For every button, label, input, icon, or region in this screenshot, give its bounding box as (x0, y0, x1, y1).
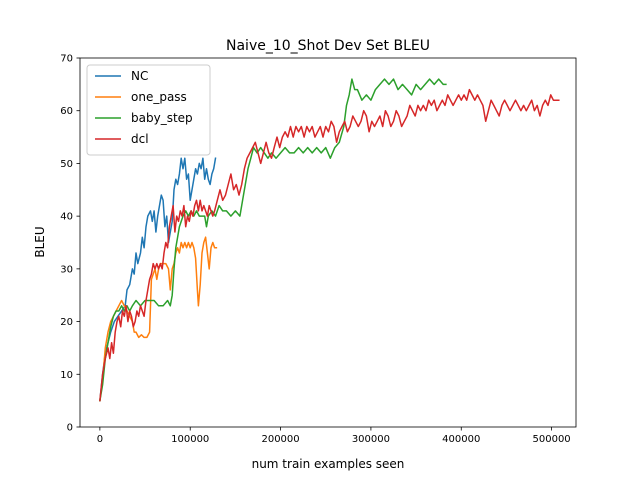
y-tick-label: 20 (60, 317, 73, 328)
y-tick-label: 50 (60, 159, 73, 170)
x-axis: 0 100000 200000 300000 400000 500000 (97, 427, 571, 445)
y-axis-label: BLEU (33, 226, 47, 257)
legend-label-dcl: dcl (131, 132, 149, 146)
x-tick-label: 300000 (352, 434, 390, 445)
chart-title: Naive_10_Shot Dev Set BLEU (226, 38, 430, 54)
y-tick-label: 70 (60, 54, 73, 65)
x-tick-label: 500000 (533, 434, 571, 445)
x-axis-label: num train examples seen (252, 457, 405, 471)
legend-label-baby-step: baby_step (131, 111, 193, 125)
y-axis: 0 10 20 30 40 50 60 70 (60, 54, 80, 434)
series-line-NC (99, 157, 217, 402)
legend-box (86, 64, 211, 156)
x-tick-label: 200000 (261, 434, 299, 445)
series-line-dcl (99, 88, 560, 402)
x-tick-label: 100000 (171, 434, 209, 445)
y-tick-label: 30 (60, 264, 73, 275)
series-line-one-pass (99, 236, 218, 402)
y-tick-label: 0 (67, 423, 73, 434)
y-tick-label: 60 (60, 106, 73, 117)
series-line-baby-step (99, 78, 447, 402)
legend-label-one-pass: one_pass (131, 90, 187, 104)
legend-label-NC: NC (131, 69, 148, 83)
plot-area (79, 57, 577, 428)
axes-frame (79, 57, 577, 428)
x-tick-label: 400000 (442, 434, 480, 445)
y-tick-label: 10 (60, 370, 73, 381)
x-tick-label: 0 (97, 434, 103, 445)
y-tick-label: 40 (60, 212, 73, 223)
